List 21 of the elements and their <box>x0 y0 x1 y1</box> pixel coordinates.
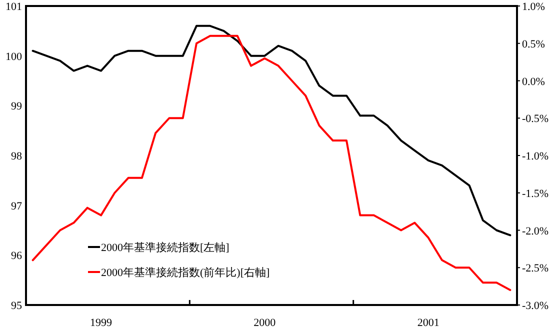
y2-tick-label: 1.0% <box>522 1 545 13</box>
y-tick-label: 100 <box>6 50 22 63</box>
y-tick-label: 96 <box>11 250 22 262</box>
y2-tick-label: -2.5% <box>522 262 549 275</box>
y-tick-label: 98 <box>11 150 22 162</box>
legend-label: 2000年基準接続指数(前年比)[右軸] <box>101 266 270 279</box>
y2-tick-label: -2.0% <box>522 225 549 238</box>
legend-label: 2000年基準接続指数[左軸] <box>101 241 230 254</box>
y2-tick-label: 0.5% <box>522 38 545 50</box>
y2-tick-label: -3.0% <box>522 300 549 312</box>
y2-tick-label: -0.5% <box>522 113 549 126</box>
y-tick-label: 97 <box>11 200 22 212</box>
x-tick-label: 2000 <box>254 317 276 329</box>
x-tick-label: 1999 <box>90 317 113 329</box>
y2-tick-label: -1.5% <box>522 188 549 200</box>
y-tick-label: 101 <box>6 1 22 13</box>
y2-tick-label: -1.0% <box>522 150 549 162</box>
y2-tick-label: 0.0% <box>522 76 545 88</box>
y-tick-label: 95 <box>11 300 22 312</box>
x-tick-label: 2001 <box>417 317 440 329</box>
y-tick-label: 99 <box>11 100 22 113</box>
